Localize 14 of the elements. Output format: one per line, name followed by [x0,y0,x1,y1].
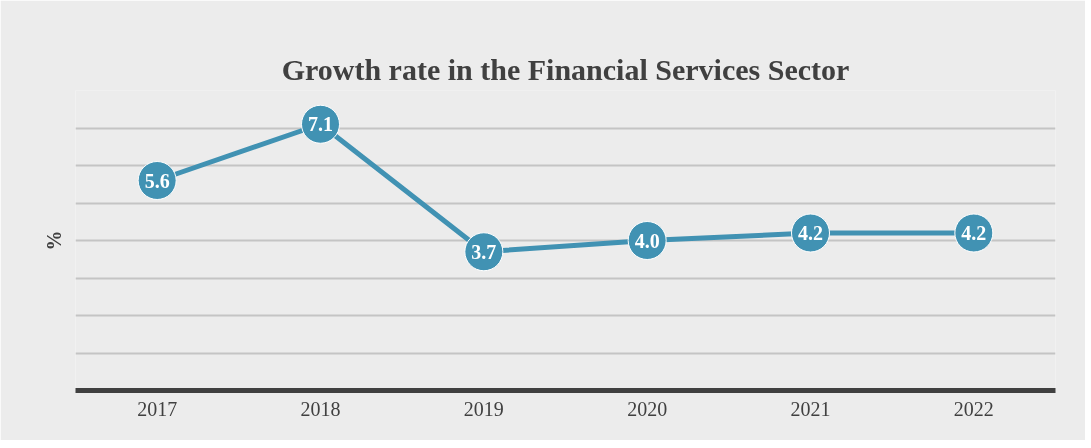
x-tick-label: 2020 [627,397,668,420]
x-tick-label: 2022 [953,397,994,420]
data-label: 7.1 [308,113,333,136]
x-tick-label: 2021 [790,397,831,420]
chart-title: Growth rate in the Financial Services Sector [281,52,850,86]
x-tick-label: 2019 [463,397,504,420]
x-tick-label: 2017 [137,397,178,420]
data-label: 3.7 [471,240,497,263]
y-axis-title: % [42,230,65,251]
data-label: 4.2 [798,222,823,244]
data-label: 4.0 [634,229,660,252]
data-label: 5.6 [144,169,170,192]
data-label: 4.2 [961,222,987,244]
x-tick-label: 2018 [300,397,341,420]
